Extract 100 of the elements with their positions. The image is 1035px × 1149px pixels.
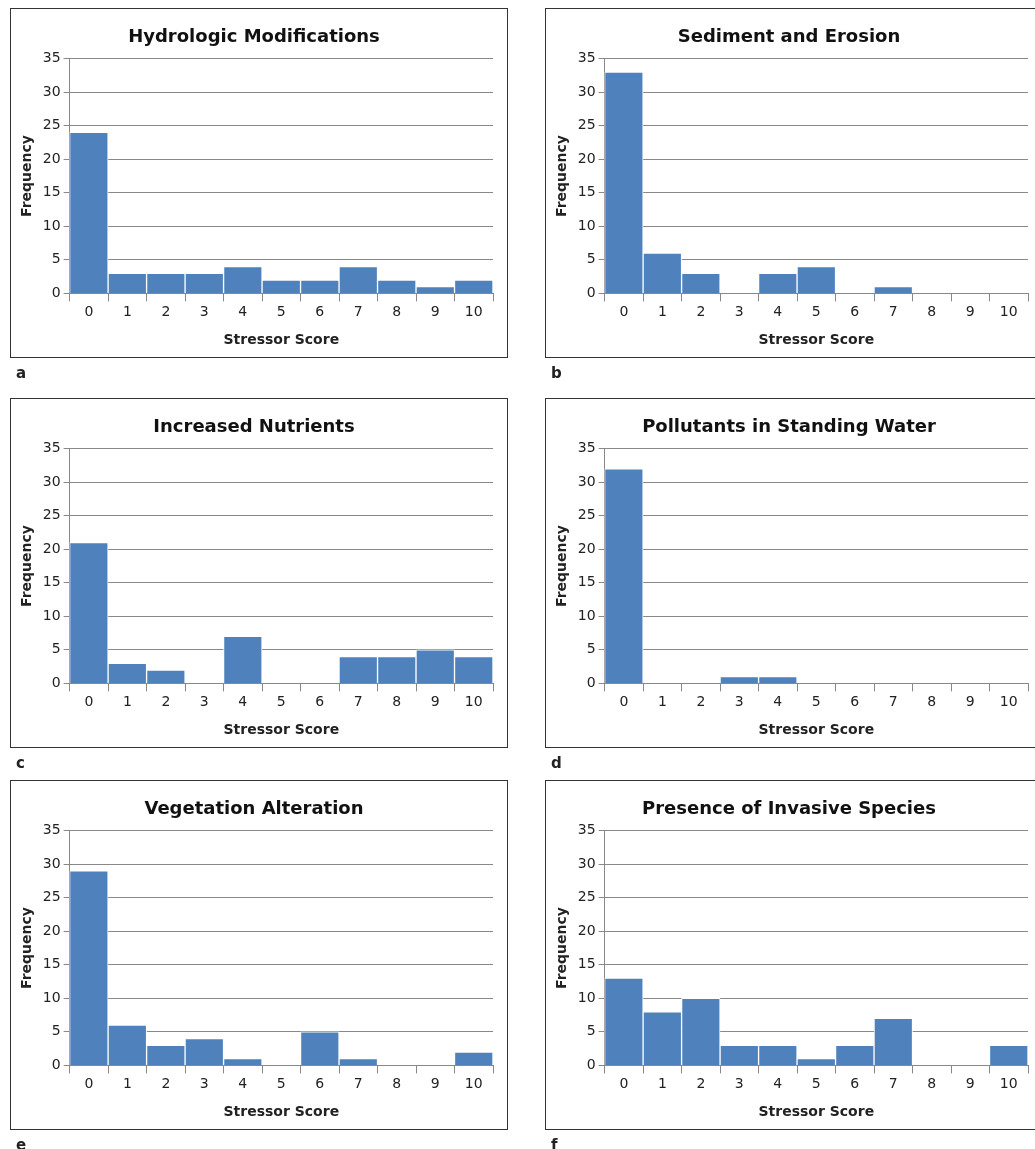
x-tick-label: 7: [353, 1075, 363, 1092]
x-tick-label: 9: [430, 693, 440, 710]
x-tick-label: 1: [657, 303, 667, 320]
y-tick-label: 30: [42, 854, 61, 871]
x-tick-label: 4: [238, 303, 248, 320]
y-tick-label: 25: [42, 888, 61, 905]
y-tick-label: 20: [577, 921, 596, 938]
x-tick-label: 0: [84, 1075, 94, 1092]
chart-title: Increased Nutrients: [153, 415, 355, 437]
x-tick-label: 3: [734, 303, 744, 320]
x-tick-label: 4: [773, 303, 783, 320]
y-tick-label: 15: [42, 183, 61, 200]
y-tick-label: 25: [42, 506, 61, 523]
y-tick-label: 15: [577, 955, 596, 972]
x-tick-label: 5: [276, 303, 286, 320]
x-axis-title: Stressor Score: [758, 331, 875, 348]
x-tick-label: 7: [353, 693, 363, 710]
chart-title: Presence of Invasive Species: [642, 797, 936, 819]
y-tick-label: 30: [42, 82, 61, 99]
y-axis-title: Frequency: [18, 525, 35, 607]
x-tick-label: 10: [464, 1075, 483, 1092]
x-tick-label: 2: [696, 303, 706, 320]
x-tick-label: 0: [619, 693, 629, 710]
y-tick-label: 10: [42, 988, 61, 1005]
x-tick-label: 7: [353, 303, 363, 320]
x-tick-label: 1: [122, 303, 132, 320]
y-axis-title: Frequency: [553, 525, 570, 607]
y-tick-label: 20: [577, 149, 596, 166]
y-axis-title: Frequency: [18, 135, 35, 217]
y-tick-label: 10: [42, 216, 61, 233]
x-tick-label: 2: [696, 693, 706, 710]
x-tick-label: 4: [773, 693, 783, 710]
y-tick-label: 30: [577, 82, 596, 99]
y-tick-label: 35: [577, 439, 596, 456]
x-tick-label: 1: [657, 693, 667, 710]
y-tick-label: 0: [586, 1056, 596, 1073]
text: a: [16, 364, 28, 382]
x-tick-label: 0: [84, 303, 94, 320]
y-tick-label: 35: [577, 821, 596, 838]
x-axis-title: Stressor Score: [223, 721, 340, 738]
y-tick-label: 0: [51, 1056, 61, 1073]
y-tick-label: 5: [586, 640, 596, 657]
y-tick-label: 20: [577, 539, 596, 556]
x-tick-label: 5: [811, 1075, 821, 1092]
x-tick-label: 4: [238, 1075, 248, 1092]
x-tick-label: 1: [657, 1075, 667, 1092]
x-tick-label: 8: [392, 1075, 402, 1092]
y-tick-label: 10: [577, 988, 596, 1005]
y-tick-label: 20: [42, 149, 61, 166]
x-axis-title: Stressor Score: [758, 721, 875, 738]
x-tick-label: 3: [199, 303, 209, 320]
x-tick-label: 8: [392, 693, 402, 710]
y-tick-label: 30: [42, 472, 61, 489]
x-tick-label: 0: [619, 1075, 629, 1092]
x-tick-label: 9: [965, 1075, 975, 1092]
x-tick-label: 3: [199, 693, 209, 710]
x-tick-label: 2: [161, 693, 171, 710]
x-tick-label: 10: [999, 693, 1018, 710]
x-tick-label: 4: [238, 693, 248, 710]
x-tick-label: 6: [315, 303, 325, 320]
x-tick-label: 5: [811, 303, 821, 320]
y-tick-label: 25: [577, 506, 596, 523]
y-tick-label: 5: [51, 250, 61, 267]
y-tick-label: 10: [577, 606, 596, 623]
y-tick-label: 35: [42, 49, 61, 66]
y-tick-label: 15: [42, 573, 61, 590]
x-tick-label: 8: [927, 303, 937, 320]
y-tick-label: 35: [42, 439, 61, 456]
x-tick-label: 9: [965, 303, 975, 320]
x-tick-label: 6: [315, 1075, 325, 1092]
y-tick-label: 0: [586, 674, 596, 691]
x-tick-label: 6: [315, 693, 325, 710]
text: b: [551, 364, 563, 382]
y-tick-label: 0: [51, 284, 61, 301]
y-tick-label: 20: [42, 921, 61, 938]
chart-title: Hydrologic Modifications: [128, 25, 380, 47]
x-tick-label: 4: [773, 1075, 783, 1092]
chart-title: Vegetation Alteration: [144, 797, 364, 819]
x-tick-label: 10: [999, 303, 1018, 320]
x-axis-title: Stressor Score: [223, 1103, 340, 1120]
x-tick-label: 6: [850, 303, 860, 320]
x-tick-label: 0: [84, 693, 94, 710]
x-axis-title: Stressor Score: [223, 331, 340, 348]
y-tick-label: 35: [577, 49, 596, 66]
x-tick-label: 10: [464, 693, 483, 710]
y-tick-label: 0: [51, 674, 61, 691]
x-axis-title: Stressor Score: [758, 1103, 875, 1120]
x-tick-label: 9: [430, 1075, 440, 1092]
y-axis-title: Frequency: [553, 135, 570, 217]
x-tick-label: 2: [161, 1075, 171, 1092]
y-axis-title: Frequency: [553, 907, 570, 989]
x-tick-label: 6: [850, 693, 860, 710]
y-tick-label: 25: [42, 116, 61, 133]
x-tick-label: 1: [122, 1075, 132, 1092]
chart-title: Pollutants in Standing Water: [642, 415, 936, 437]
x-tick-label: 9: [965, 693, 975, 710]
y-tick-label: 15: [577, 183, 596, 200]
x-tick-label: 5: [811, 693, 821, 710]
y-tick-label: 20: [42, 539, 61, 556]
y-tick-label: 35: [42, 821, 61, 838]
